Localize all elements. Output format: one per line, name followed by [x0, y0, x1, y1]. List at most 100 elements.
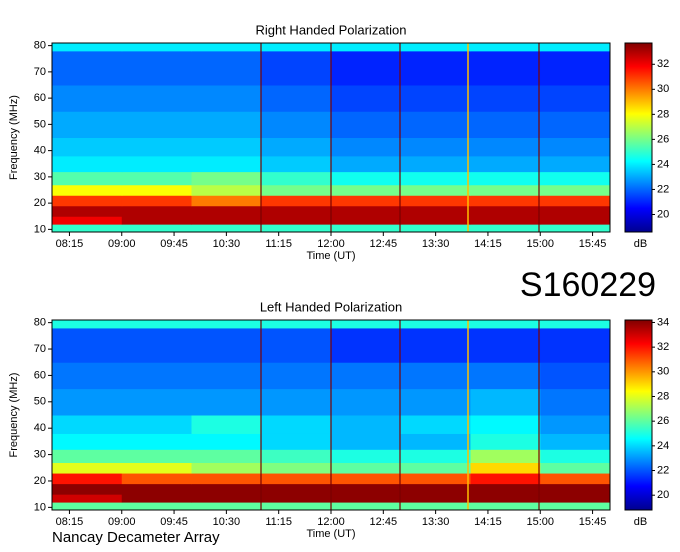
heat-cell — [261, 449, 332, 463]
heat-cell — [52, 184, 123, 196]
heat-cell — [470, 433, 541, 450]
colorbar-tick-label: 24 — [657, 440, 669, 452]
y-axis-label: Frequency (MHz) — [8, 373, 20, 458]
heat-cell — [540, 327, 611, 363]
heat-cell — [261, 171, 332, 186]
heat-cell — [121, 483, 192, 495]
heat-cell — [52, 137, 123, 157]
heat-cell — [121, 433, 192, 450]
heat-cell — [191, 184, 262, 196]
colorbar-tick-label: 30 — [657, 366, 669, 378]
heat-cell — [331, 502, 402, 511]
heat-cell — [191, 85, 262, 112]
heat-cell — [470, 327, 541, 363]
footer: Nancay Decameter Array — [52, 529, 220, 546]
heat-cell — [52, 85, 123, 112]
heat-cell — [261, 216, 332, 225]
heat-cell — [470, 155, 541, 173]
heat-cell — [52, 433, 123, 450]
heat-cell — [540, 85, 611, 112]
heat-cell — [331, 320, 402, 329]
heat-cell — [400, 433, 471, 450]
heat-cell — [400, 50, 471, 86]
heat-cell — [261, 502, 332, 511]
heat-cell — [331, 111, 402, 138]
heat-cell — [121, 320, 192, 329]
heat-cell — [261, 327, 332, 363]
colorbar — [624, 319, 653, 511]
colorbar-tick-label: 30 — [657, 83, 669, 95]
heat-cell — [331, 50, 402, 86]
heat-cell — [540, 433, 611, 450]
heat-cell — [261, 43, 332, 52]
heat-cell — [540, 216, 611, 225]
x-tick-label: 12:45 — [370, 238, 398, 250]
x-tick-label: 13:30 — [422, 516, 450, 528]
heat-cell — [400, 388, 471, 416]
heat-cell — [121, 462, 192, 474]
y-tick-label: 70 — [34, 343, 46, 355]
heat-cell — [331, 216, 402, 225]
chart-title: Right Handed Polarization — [255, 22, 406, 37]
y-axis-label: Frequency (MHz) — [8, 95, 20, 180]
heat-cell — [470, 483, 541, 495]
y-tick-label: 80 — [34, 40, 46, 52]
heat-cell — [121, 388, 192, 416]
x-tick-label: 12:00 — [317, 238, 345, 250]
heat-cell — [470, 216, 541, 225]
heat-cell — [470, 50, 541, 86]
heat-cell — [400, 216, 471, 225]
heat-cell — [540, 362, 611, 390]
heat-cell — [191, 483, 262, 495]
heat-cell — [331, 449, 402, 463]
heat-cell — [261, 462, 332, 474]
heat-cell — [540, 320, 611, 329]
colorbar-tick-label: 26 — [657, 415, 669, 427]
heat-cell — [400, 205, 471, 217]
heat-cell — [52, 43, 123, 52]
heat-cell — [400, 462, 471, 474]
heat-cell — [261, 388, 332, 416]
colorbar-tick-label: 32 — [657, 58, 669, 70]
heat-cell — [121, 184, 192, 196]
heat-cell — [121, 137, 192, 157]
heat-cell — [191, 473, 262, 485]
heat-cell — [540, 462, 611, 474]
heat-cell — [52, 216, 123, 225]
heat-cell — [400, 327, 471, 363]
heat-cell — [121, 50, 192, 86]
heat-cell — [400, 494, 471, 503]
heat-cell — [121, 224, 192, 233]
heat-cell — [191, 502, 262, 511]
heat-cell — [52, 483, 123, 495]
heat-cell — [540, 184, 611, 196]
heat-cell — [470, 43, 541, 52]
colorbar-tick-label: 24 — [657, 158, 669, 170]
colorbar-tick-label: 34 — [657, 316, 669, 328]
heat-cell — [470, 320, 541, 329]
heat-cell — [121, 195, 192, 207]
heat-cell — [470, 171, 541, 186]
heat-cell — [261, 50, 332, 86]
heat-cell — [261, 473, 332, 485]
heat-cell — [470, 473, 541, 485]
heat-cell — [400, 415, 471, 434]
heat-cell — [191, 137, 262, 157]
heat-cell — [400, 473, 471, 485]
heat-cell — [191, 216, 262, 225]
heat-cell — [121, 171, 192, 186]
x-tick-label: 10:30 — [213, 238, 241, 250]
heat-cell — [191, 494, 262, 503]
x-tick-label: 11:15 — [265, 516, 292, 528]
y-tick-label: 60 — [34, 369, 46, 381]
heat-cell — [121, 502, 192, 511]
heat-cell — [470, 362, 541, 390]
chart-title: Left Handed Polarization — [260, 299, 402, 314]
x-axis-label: Time (UT) — [306, 250, 355, 262]
heat-cell — [470, 449, 541, 463]
heat-cell — [540, 171, 611, 186]
heat-cell — [470, 137, 541, 157]
heat-cell — [331, 155, 402, 173]
x-tick-label: 15:00 — [526, 516, 554, 528]
